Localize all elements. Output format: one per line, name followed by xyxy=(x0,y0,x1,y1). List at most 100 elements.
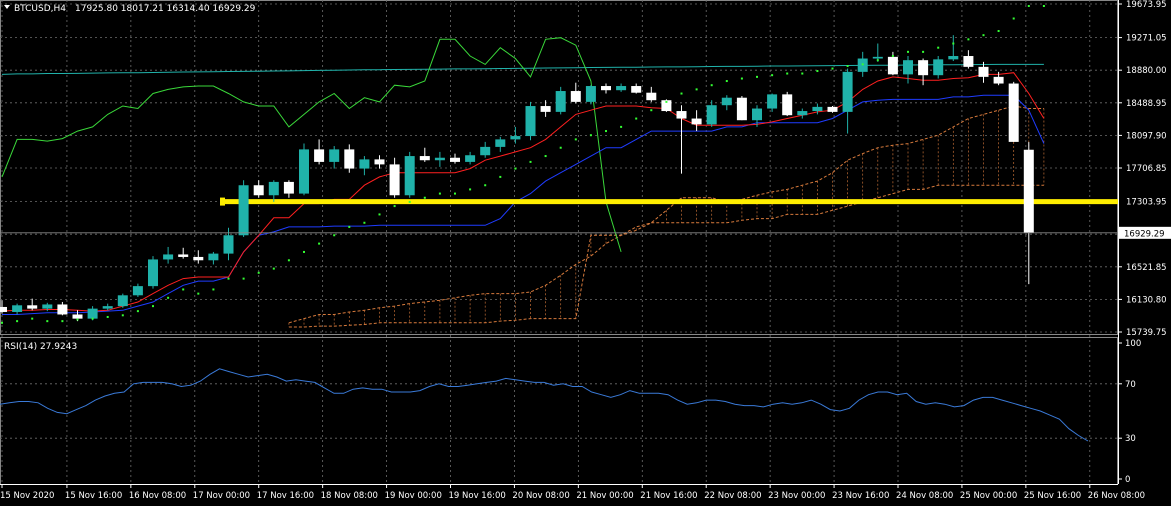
time-tick-label: 16 Nov 08:00 xyxy=(129,491,186,501)
candle-body xyxy=(706,105,717,125)
psar-dot xyxy=(786,72,789,75)
rsi-tick-label: 0 xyxy=(1125,475,1130,485)
psar-dot xyxy=(635,117,638,120)
candle-body xyxy=(434,157,445,161)
kijun-sen-line xyxy=(2,94,1045,315)
candle-body xyxy=(193,256,204,261)
psar-dot xyxy=(272,267,275,270)
candle-body xyxy=(918,60,929,76)
parabolic-sar-dots xyxy=(1,4,1045,324)
psar-dot xyxy=(182,288,185,291)
dropdown-triangle-icon[interactable] xyxy=(4,5,10,9)
candle-body xyxy=(525,106,536,137)
psar-dot xyxy=(393,205,396,208)
candle-body xyxy=(721,97,732,106)
candle-body xyxy=(148,259,158,287)
psar-dot xyxy=(1,321,3,324)
time-tick-label: 15 Nov 2020 xyxy=(0,491,54,501)
candle-body xyxy=(963,56,974,67)
psar-dot xyxy=(1027,4,1030,7)
psar-dot xyxy=(831,67,834,70)
psar-dot xyxy=(484,184,487,187)
candle-body xyxy=(736,97,747,121)
candle-body xyxy=(978,66,989,77)
price-tick-label: 15739.75 xyxy=(1126,328,1167,338)
price-tick-label: 17706.85 xyxy=(1126,164,1167,174)
candle-body xyxy=(389,164,400,196)
candle-body xyxy=(752,108,762,121)
rsi-tick-label: 100 xyxy=(1125,339,1141,349)
time-tick-label: 18 Nov 08:00 xyxy=(321,491,378,501)
price-tick-label: 18488.95 xyxy=(1126,99,1167,109)
candle-body xyxy=(1008,83,1019,142)
psar-dot xyxy=(76,318,79,321)
psar-dot xyxy=(952,42,955,45)
candle-body xyxy=(691,118,702,125)
candle-body xyxy=(631,86,642,93)
psar-dot xyxy=(423,196,426,199)
candle-body xyxy=(359,159,370,169)
candle-body xyxy=(555,91,566,112)
time-tick-label: 22 Nov 08:00 xyxy=(704,491,761,501)
psar-dot xyxy=(756,75,758,78)
time-tick-label: 21 Nov 00:00 xyxy=(576,491,633,501)
candle-body xyxy=(42,304,53,309)
psar-dot xyxy=(529,160,532,163)
psar-dot xyxy=(167,296,170,299)
candle-body xyxy=(1023,149,1034,233)
candle-body xyxy=(314,149,325,162)
price-tick-label: 18097.90 xyxy=(1126,131,1167,141)
time-tick-label: 17 Nov 16:00 xyxy=(257,491,314,501)
time-tick-label: 19 Nov 00:00 xyxy=(385,491,442,501)
candle-body xyxy=(72,314,83,319)
psar-dot xyxy=(907,50,909,53)
psar-dot xyxy=(378,213,381,216)
psar-dot xyxy=(544,155,547,158)
candle-body xyxy=(132,286,143,296)
candle-body xyxy=(87,308,98,319)
time-tick-label: 25 Nov 16:00 xyxy=(1024,491,1081,501)
support-price-tag xyxy=(1119,195,1171,208)
candle-body xyxy=(253,185,264,196)
current-price-label: 16929.29 xyxy=(1124,229,1165,239)
candle-body xyxy=(495,139,506,147)
psar-dot xyxy=(589,134,592,137)
main-pane-border xyxy=(0,0,1118,335)
rsi-tick-label: 30 xyxy=(1125,434,1136,444)
time-tick-label: 26 Nov 08:00 xyxy=(1088,491,1145,501)
chart-ohlc-header: 17925.80 18017.21 16314.40 16929.29 xyxy=(75,4,256,14)
time-tick-label: 25 Nov 00:00 xyxy=(960,491,1017,501)
candle-body xyxy=(208,253,219,261)
support-price-label: 17303.95 xyxy=(1126,198,1167,208)
psar-dot xyxy=(695,88,698,91)
rsi-subwindow: 100 70 30 0 xyxy=(0,339,1141,485)
candle-body xyxy=(767,94,778,109)
psar-dot xyxy=(408,200,411,203)
psar-dot xyxy=(605,130,607,133)
time-tick-label: 19 Nov 16:00 xyxy=(449,491,506,501)
candle-body xyxy=(450,157,460,162)
candle-body xyxy=(570,91,581,102)
psar-dot xyxy=(499,175,502,178)
candle-body xyxy=(797,111,808,116)
candle-body xyxy=(102,306,113,309)
time-tick-label: 15 Nov 16:00 xyxy=(65,491,122,501)
candle-body xyxy=(601,86,611,91)
psar-dot xyxy=(333,234,336,237)
psar-dot xyxy=(348,225,351,228)
psar-dot xyxy=(31,317,34,320)
rsi-line xyxy=(0,368,1089,442)
psar-dot xyxy=(438,192,441,195)
indicator-lines xyxy=(1,37,1118,315)
price-tick-label: 18880.00 xyxy=(1126,66,1167,76)
price-tick-label: 16521.85 xyxy=(1126,263,1167,273)
candle-body xyxy=(887,56,898,75)
grid-lines xyxy=(0,0,1119,485)
rsi-title: RSI(14) 27.9243 xyxy=(4,342,77,352)
candle-body xyxy=(782,94,793,116)
psar-dot xyxy=(846,65,849,68)
ichimoku-cloud xyxy=(288,105,1045,328)
